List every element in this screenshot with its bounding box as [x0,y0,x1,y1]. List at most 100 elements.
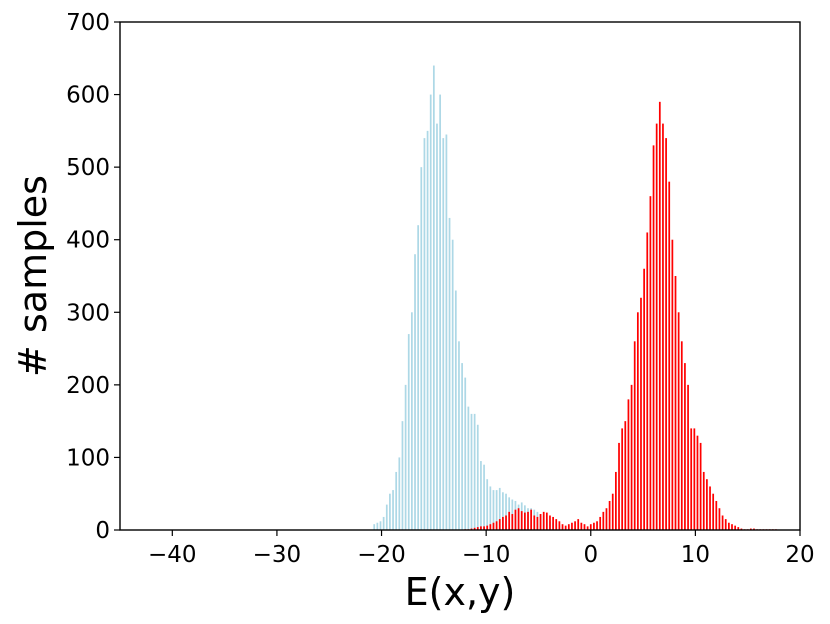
histogram-bar [489,524,492,530]
histogram-bar [464,377,467,530]
histogram-bar [621,428,624,530]
histogram-bar [426,130,429,531]
histogram-bar [373,524,376,530]
bars-layer [373,65,777,531]
y-tick-label: 700 [66,10,110,36]
histogram-bar [636,312,639,530]
histogram-bar [495,490,498,530]
histogram-bar [571,522,573,530]
histogram-bar [514,509,517,530]
x-tick-label: −10 [462,542,511,568]
histogram-bar [505,493,507,530]
histogram-bar [558,521,561,530]
histogram-bar [574,521,576,530]
histogram-bar [401,421,404,530]
histogram-bar [545,512,548,530]
histogram-bar [480,461,482,530]
histogram-bar [492,490,495,530]
histogram-bar [476,527,479,530]
y-axis-label: # samples [11,175,55,377]
histogram-bar [520,511,523,530]
histogram-bar [583,524,586,530]
histogram-bar [655,123,658,530]
histogram-bar [533,515,536,530]
histogram-bar [524,512,526,530]
x-tick-label: −30 [253,542,302,568]
histogram-bar [527,511,529,530]
histogram-bar [615,471,617,530]
histogram-bar [423,138,426,531]
histogram-bar [382,516,385,530]
histogram-bar [395,471,398,530]
histogram-bar [618,442,620,530]
histogram-bar [473,413,476,530]
histogram-bar [674,276,677,530]
histogram-bar [486,525,489,530]
histogram-bar [502,492,504,530]
histogram-bar [495,521,498,530]
histogram-bar [417,225,420,530]
histogram-bar [665,138,667,531]
x-tick-label: 0 [583,542,598,568]
histogram-bar [432,65,435,530]
histogram-bar [539,514,542,530]
histogram-bar [627,399,630,530]
histogram-bar [677,312,680,530]
histogram-bar [398,457,401,530]
histogram-bar [420,167,423,530]
histogram-bar [536,516,539,530]
histogram-bar [379,521,382,530]
histogram-bar [702,471,705,530]
histogram-bar [630,384,633,530]
histogram-bar [671,239,674,530]
histogram-bar [461,363,463,530]
histogram-bar [734,525,737,530]
histogram-bar [436,123,438,530]
histogram-bar [608,500,611,530]
histogram-bar [580,522,583,530]
histogram-bar [492,522,495,530]
histogram-bar [740,528,743,530]
x-tick-label: −20 [357,542,406,568]
histogram-bar [489,486,492,530]
y-tick-label: 100 [66,445,110,471]
histogram-bar [511,514,514,530]
x-tick-label: 20 [785,542,814,568]
histogram-bar [376,522,379,530]
histogram-bar [564,525,567,530]
y-tick-label: 600 [66,83,110,109]
histogram-bar [589,524,592,530]
x-axis-label: E(x,y) [405,570,516,614]
histogram-bar [508,511,511,530]
histogram-bar [470,528,473,530]
histogram-bar [404,384,407,530]
histogram-bar [596,521,598,530]
histogram-bar [467,406,470,530]
histogram-bar [687,384,689,530]
histogram-bar [712,493,715,530]
histogram-bar [728,522,730,530]
x-tick-label: 10 [681,542,710,568]
histogram-bar [473,527,476,530]
histogram-bar [505,515,507,530]
histogram-bar [602,511,605,530]
y-tick-label: 200 [66,373,110,399]
histogram-bar [476,424,479,530]
histogram-bar [448,217,451,530]
histogram-bar [753,528,755,530]
histogram-bar [577,519,580,530]
histogram-bar [658,101,661,530]
histogram-bar [480,526,482,530]
histogram-bar [684,363,686,530]
y-tick-label: 0 [95,518,110,544]
histogram-bar [649,196,652,531]
histogram-bar [414,254,416,531]
histogram-bar [498,519,501,530]
histogram-bar [411,312,413,530]
histogram-bar [593,522,595,530]
histogram-bar [646,232,649,530]
histogram-bar [542,511,545,530]
histogram-bar [502,516,504,530]
